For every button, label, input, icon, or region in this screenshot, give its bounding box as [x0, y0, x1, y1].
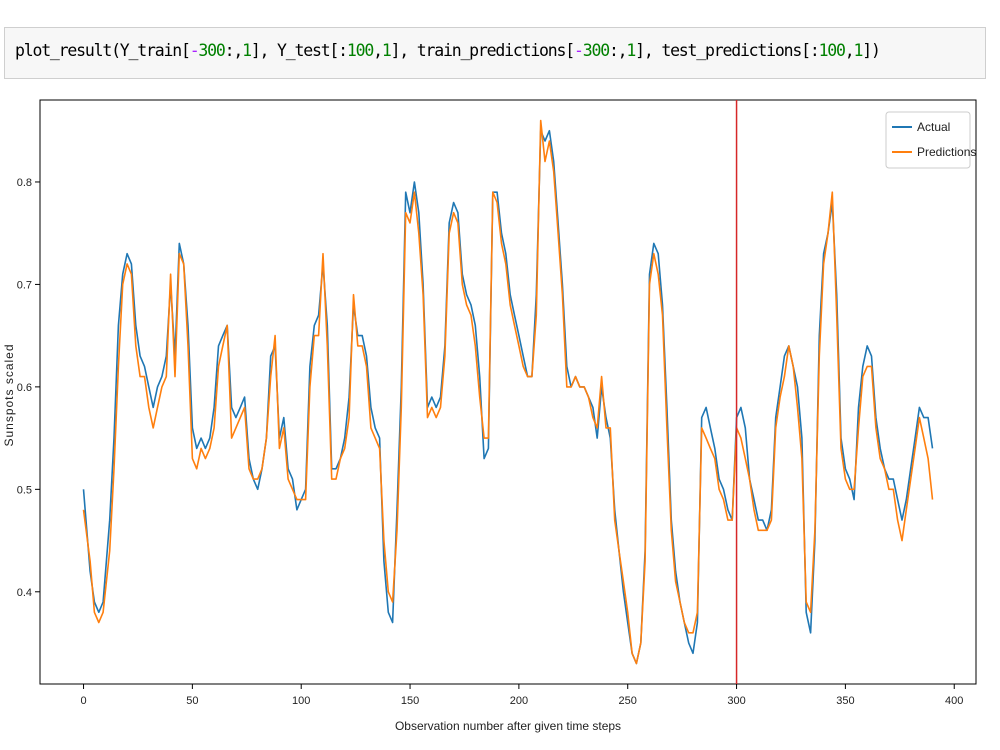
code-token: 1 — [626, 41, 636, 60]
code-token: - — [574, 41, 584, 60]
x-tick-label: 50 — [186, 695, 198, 707]
x-tick-label: 350 — [836, 695, 854, 707]
code-input[interactable]: plot_result(Y_train[-300:,1], Y_test[:10… — [15, 41, 881, 60]
x-axis-label: Observation number after given time step… — [395, 719, 621, 733]
y-tick-label: 0.7 — [17, 279, 32, 291]
y-axis: 0.4 0.5 0.6 0.7 0.8 — [17, 177, 40, 599]
code-token: ], test_predictions[: — [635, 41, 820, 60]
x-tick-label: 400 — [945, 695, 963, 707]
x-axis: 0 50 100 150 200 250 300 350 400 — [80, 684, 963, 707]
code-cell[interactable]: plot_result(Y_train[-300:,1], Y_test[:10… — [4, 27, 986, 79]
x-tick-label: 150 — [401, 695, 419, 707]
y-tick-label: 0.5 — [17, 484, 32, 496]
series-layer — [82, 100, 934, 684]
code-token: ]) — [862, 41, 881, 60]
plot-area — [39, 99, 977, 685]
code-token: 1 — [853, 41, 864, 60]
y-tick-label: 0.6 — [17, 382, 32, 394]
x-tick-label: 300 — [727, 695, 745, 707]
x-tick-label: 200 — [510, 695, 528, 707]
code-token: plot_result(Y_train[ — [15, 41, 191, 60]
code-token: 300 — [582, 41, 610, 60]
x-tick-label: 0 — [80, 695, 86, 707]
y-axis-label: Sunspots scaled — [2, 343, 16, 446]
code-token: - — [189, 41, 200, 60]
legend-label: Predictions — [917, 145, 976, 159]
legend-label: Actual — [917, 120, 950, 134]
code-token: 1 — [381, 41, 392, 60]
x-tick-label: 250 — [619, 695, 637, 707]
code-token: 100 — [346, 41, 374, 60]
code-token: ], train_predictions[ — [390, 41, 576, 60]
code-token: 1 — [242, 41, 252, 60]
code-token: ], Y_test[: — [250, 41, 348, 60]
code-token: , — [844, 41, 855, 60]
code-token: 100 — [818, 41, 846, 60]
legend: Actual Predictions — [885, 111, 976, 169]
x-tick-label: 100 — [292, 695, 310, 707]
plot-border — [39, 99, 977, 685]
code-token: :, — [224, 41, 244, 60]
y-tick-label: 0.4 — [17, 587, 32, 599]
series-line-predictions — [82, 119, 934, 665]
code-token: 300 — [198, 41, 225, 60]
code-token: , — [373, 41, 383, 60]
y-tick-label: 0.8 — [17, 177, 32, 189]
code-token: :, — [608, 41, 628, 60]
